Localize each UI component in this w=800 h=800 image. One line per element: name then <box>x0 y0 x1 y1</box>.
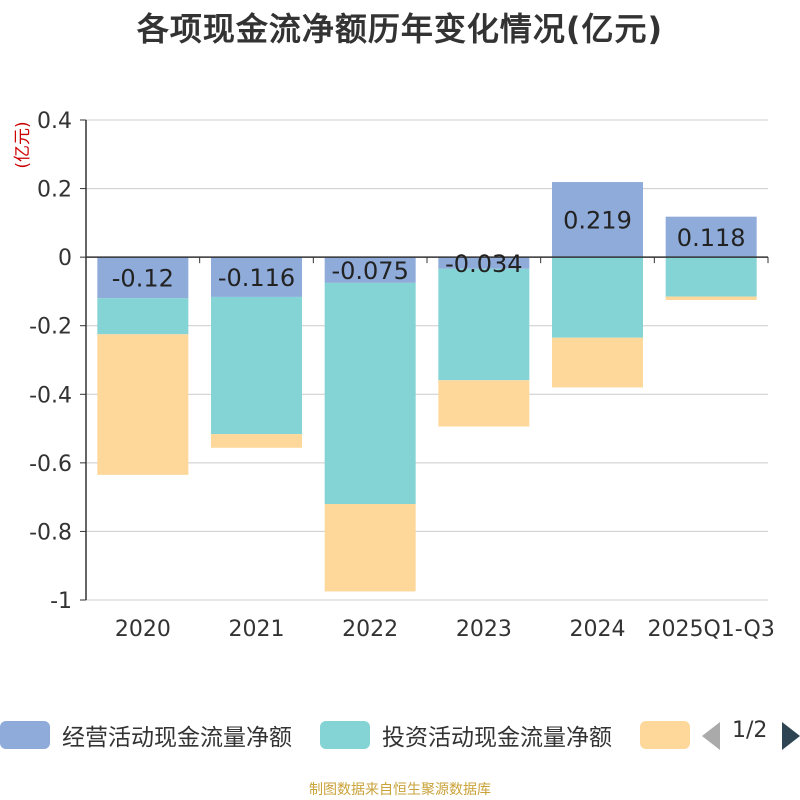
y-tick-label: -0.2 <box>29 315 72 340</box>
data-label-2023: -0.034 <box>445 250 522 278</box>
bar-2021-series-2 <box>211 434 302 448</box>
bar-2022-series-1 <box>324 282 416 504</box>
cash-flow-chart: 0.4 0.2 0 -0.2 -0.4 -0.6 -0.8 -1 (亿元) 2020 2021 202… <box>13 109 775 642</box>
legend-swatch-financing[interactable] <box>640 721 690 749</box>
bar-2025Q1-Q3-series-2 <box>665 296 757 300</box>
bar-2024-series-1 <box>552 257 643 338</box>
y-axis-label: (亿元) <box>13 121 33 168</box>
data-label-2022: -0.075 <box>331 257 408 285</box>
x-tick-label: 2020 <box>115 617 171 642</box>
bar-2022-series-0 <box>324 257 416 283</box>
y-tick-label: 0 <box>58 246 72 271</box>
x-tick-label: 2025Q1-Q3 <box>647 617 774 642</box>
x-tick-label: 2022 <box>342 617 398 642</box>
bar-2022-series-2 <box>324 504 416 592</box>
bar-2020-series-1 <box>97 298 189 335</box>
data-label-2024: 0.219 <box>563 207 632 235</box>
data-label-2025Q1-Q3: 0.118 <box>677 224 746 252</box>
y-tick-label: 0.4 <box>37 109 72 134</box>
legend-label-investing[interactable]: 投资活动现金流量净额 <box>382 725 612 751</box>
data-label-2020: -0.12 <box>112 265 174 293</box>
source-footer: 制图数据来自恒生聚源数据库 <box>309 782 491 798</box>
bar-2024-series-0 <box>552 182 643 258</box>
bar-2020-series-0 <box>97 257 189 299</box>
bar-2023-series-0 <box>438 257 530 269</box>
legend-swatch-investing[interactable] <box>320 721 370 749</box>
legend: 经营活动现金流量净额 投资活动现金流量净额 1/2 <box>0 716 800 756</box>
bar-2023-series-1 <box>438 268 530 381</box>
y-tick-label: 0.2 <box>37 178 72 203</box>
data-label-2021: -0.116 <box>218 264 295 292</box>
legend-next-page-icon[interactable] <box>782 722 800 750</box>
x-tick-label: 2023 <box>456 617 512 642</box>
x-tick-label: 2021 <box>229 617 285 642</box>
bar-2023-series-2 <box>438 380 530 427</box>
y-tick-label: -0.6 <box>29 452 72 477</box>
bar-2025Q1-Q3-series-1 <box>665 257 757 297</box>
bar-2020-series-2 <box>97 334 189 475</box>
y-tick-label: -0.8 <box>29 520 72 545</box>
bar-2021-series-0 <box>211 257 302 297</box>
axes: 0.4 0.2 0 -0.2 -0.4 -0.6 -0.8 -1 (亿元) 2020 2021 202… <box>13 109 775 642</box>
bar-2025Q1-Q3-series-0 <box>665 216 757 258</box>
legend-page-indicator: 1/2 <box>732 718 768 743</box>
bar-2021-series-1 <box>211 296 302 435</box>
data-labels: -0.12 -0.116 -0.075 -0.034 0.219 0.118 <box>112 207 746 293</box>
y-tick-label: -0.4 <box>29 383 72 408</box>
chart-title: 各项现金流净额历年变化情况(亿元) <box>136 10 664 48</box>
x-tick-label: 2024 <box>570 617 626 642</box>
y-tick-label: -1 <box>50 589 72 614</box>
legend-swatch-operating[interactable] <box>0 721 50 749</box>
legend-prev-page-icon[interactable] <box>702 722 720 750</box>
bars <box>97 182 757 592</box>
bar-2024-series-2 <box>552 337 643 388</box>
legend-label-operating[interactable]: 经营活动现金流量净额 <box>62 725 292 751</box>
